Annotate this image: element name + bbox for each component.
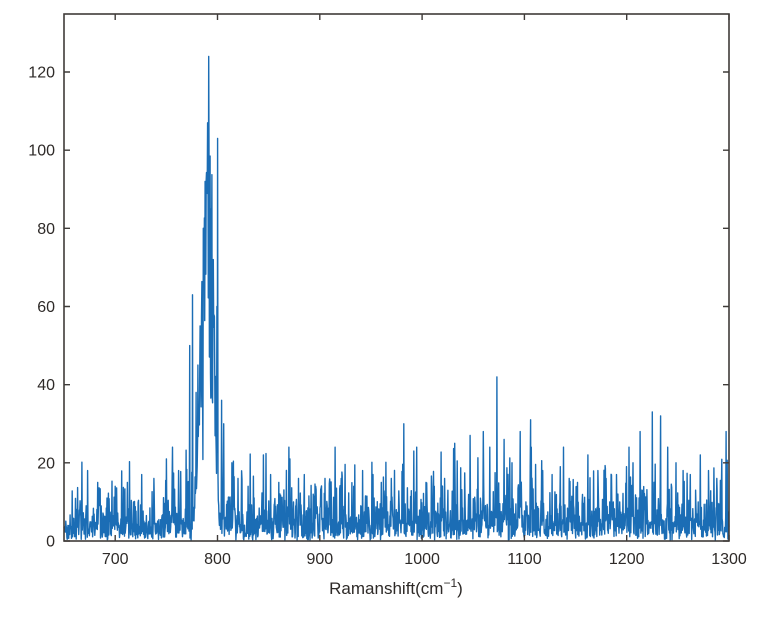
svg-text:1100: 1100: [507, 551, 542, 568]
svg-text:1300: 1300: [711, 551, 747, 568]
svg-text:900: 900: [306, 551, 333, 568]
svg-text:120: 120: [28, 65, 55, 82]
svg-text:1000: 1000: [404, 551, 440, 568]
svg-text:100: 100: [28, 143, 55, 160]
svg-text:80: 80: [37, 221, 55, 238]
svg-text:700: 700: [102, 551, 129, 568]
svg-text:20: 20: [37, 455, 55, 472]
svg-text:60: 60: [37, 299, 55, 316]
svg-text:1200: 1200: [609, 551, 645, 568]
svg-text:800: 800: [204, 551, 231, 568]
svg-text:Ramanshift(cm−1): Ramanshift(cm−1): [329, 576, 463, 598]
svg-text:0: 0: [46, 534, 55, 551]
svg-text:40: 40: [37, 377, 55, 394]
